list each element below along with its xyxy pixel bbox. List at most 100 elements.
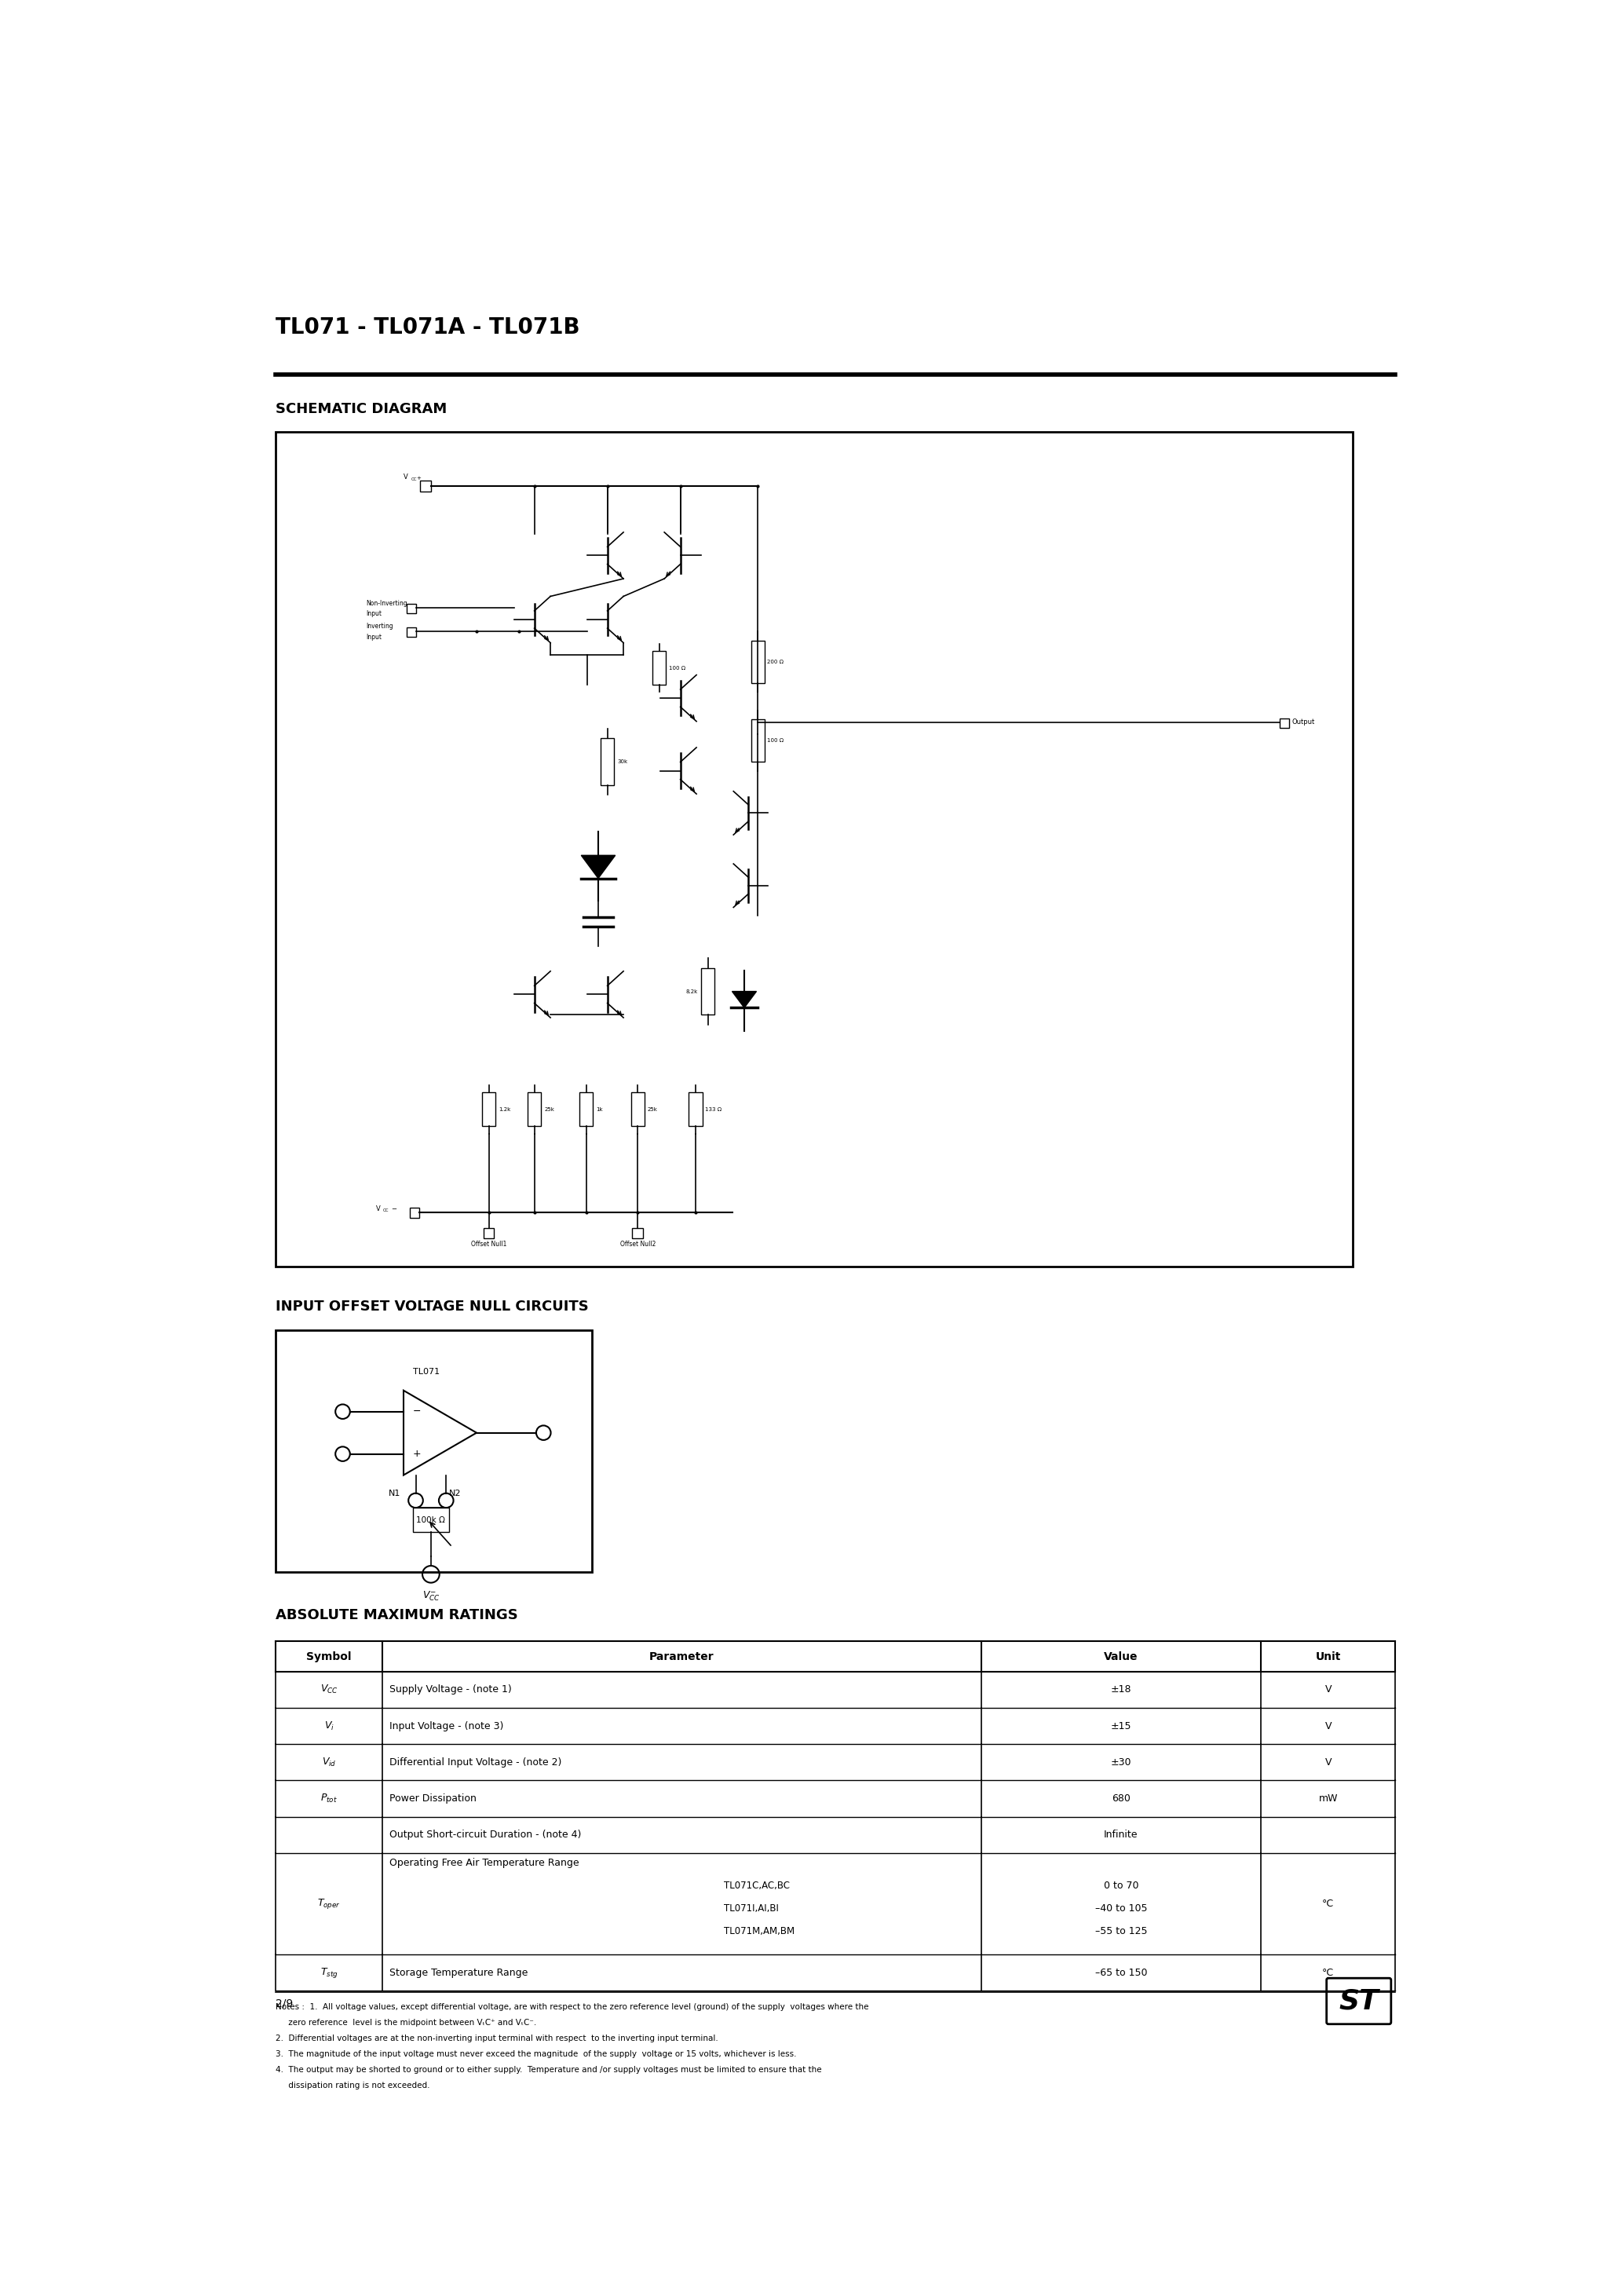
Text: Input Voltage - (note 3): Input Voltage - (note 3) bbox=[389, 1722, 503, 1731]
Text: –55 to 125: –55 to 125 bbox=[1095, 1926, 1147, 1936]
Text: Storage Temperature Range: Storage Temperature Range bbox=[389, 1968, 527, 1977]
Text: mW: mW bbox=[1319, 1793, 1338, 1805]
Text: V: V bbox=[1325, 1685, 1332, 1694]
Bar bbox=[600, 739, 615, 785]
Text: Supply Voltage - (note 1): Supply Voltage - (note 1) bbox=[389, 1685, 511, 1694]
Text: Output: Output bbox=[1291, 719, 1315, 726]
Text: TL071 - TL071A - TL071B: TL071 - TL071A - TL071B bbox=[276, 317, 581, 338]
Bar bbox=[751, 719, 764, 762]
Text: $T_{stg}$: $T_{stg}$ bbox=[320, 1965, 337, 1979]
Bar bbox=[652, 652, 665, 684]
Bar bbox=[407, 604, 417, 613]
Text: ABSOLUTE MAXIMUM RATINGS: ABSOLUTE MAXIMUM RATINGS bbox=[276, 1607, 517, 1623]
Bar bbox=[410, 1208, 420, 1217]
Text: Output Short-circuit Duration - (note 4): Output Short-circuit Duration - (note 4) bbox=[389, 1830, 581, 1839]
Text: Value: Value bbox=[1105, 1651, 1139, 1662]
Polygon shape bbox=[581, 856, 615, 879]
Polygon shape bbox=[732, 992, 756, 1008]
Bar bbox=[407, 627, 417, 636]
Text: Notes :  1.  All voltage values, except differential voltage, are with respect t: Notes : 1. All voltage values, except di… bbox=[276, 2002, 869, 2011]
Text: TL071C,AC,BC: TL071C,AC,BC bbox=[723, 1880, 790, 1892]
Text: dissipation rating is not exceeded.: dissipation rating is not exceeded. bbox=[276, 2082, 430, 2089]
Text: –65 to 150: –65 to 150 bbox=[1095, 1968, 1147, 1977]
Bar bbox=[633, 1228, 644, 1238]
Text: $T_{oper}$: $T_{oper}$ bbox=[318, 1896, 341, 1910]
Text: 133 Ω: 133 Ω bbox=[706, 1107, 722, 1111]
Text: $P_{tot}$: $P_{tot}$ bbox=[320, 1793, 337, 1805]
Text: Inverting: Inverting bbox=[367, 622, 393, 629]
Text: 25k: 25k bbox=[543, 1107, 555, 1111]
Text: °C: °C bbox=[1322, 1899, 1333, 1908]
Text: +: + bbox=[417, 475, 422, 480]
Text: 200 Ω: 200 Ω bbox=[767, 659, 783, 664]
Bar bbox=[276, 432, 1353, 1267]
Text: V: V bbox=[1325, 1756, 1332, 1768]
Text: 680: 680 bbox=[1111, 1793, 1131, 1805]
Text: Input: Input bbox=[367, 611, 381, 618]
Bar bbox=[689, 1093, 702, 1127]
Bar bbox=[1280, 719, 1289, 728]
Bar bbox=[579, 1093, 592, 1127]
Bar bbox=[482, 1093, 495, 1127]
Text: 8.2k: 8.2k bbox=[686, 990, 697, 994]
Text: +: + bbox=[412, 1449, 422, 1458]
Text: Non-Inverting: Non-Inverting bbox=[367, 599, 407, 606]
Text: Operating Free Air Temperature Range: Operating Free Air Temperature Range bbox=[389, 1857, 579, 1869]
FancyBboxPatch shape bbox=[1327, 1979, 1392, 2025]
Text: Input: Input bbox=[367, 634, 381, 641]
Text: Offset Null2: Offset Null2 bbox=[620, 1240, 655, 1247]
Text: SCHEMATIC DIAGRAM: SCHEMATIC DIAGRAM bbox=[276, 402, 448, 416]
Text: $V_{id}$: $V_{id}$ bbox=[321, 1756, 336, 1768]
Text: N1: N1 bbox=[388, 1490, 401, 1497]
Text: Offset Null1: Offset Null1 bbox=[470, 1240, 506, 1247]
Text: 2/9: 2/9 bbox=[276, 1998, 294, 2009]
Text: 1k: 1k bbox=[595, 1107, 603, 1111]
Text: TL071: TL071 bbox=[412, 1368, 440, 1375]
Text: Unit: Unit bbox=[1315, 1651, 1341, 1662]
Text: CC: CC bbox=[383, 1208, 389, 1212]
Text: ±18: ±18 bbox=[1111, 1685, 1132, 1694]
Text: –40 to 105: –40 to 105 bbox=[1095, 1903, 1147, 1913]
Text: Differential Input Voltage - (note 2): Differential Input Voltage - (note 2) bbox=[389, 1756, 561, 1768]
Bar bbox=[527, 1093, 542, 1127]
Text: 1.2k: 1.2k bbox=[498, 1107, 511, 1111]
Text: CC: CC bbox=[410, 478, 417, 482]
Text: −: − bbox=[391, 1205, 397, 1212]
Text: ±15: ±15 bbox=[1111, 1722, 1132, 1731]
Text: zero reference  level is the midpoint between VₜC⁺ and VₜC⁻.: zero reference level is the midpoint bet… bbox=[276, 2018, 537, 2027]
Text: 2.  Differential voltages are at the non-inverting input terminal with respect  : 2. Differential voltages are at the non-… bbox=[276, 2034, 719, 2041]
Text: $V_{CC}$: $V_{CC}$ bbox=[320, 1683, 337, 1697]
Text: N2: N2 bbox=[449, 1490, 461, 1497]
Bar bbox=[276, 1329, 592, 1573]
Text: V: V bbox=[404, 473, 409, 480]
Bar bbox=[412, 1508, 449, 1531]
Text: INPUT OFFSET VOLTAGE NULL CIRCUITS: INPUT OFFSET VOLTAGE NULL CIRCUITS bbox=[276, 1300, 589, 1313]
Bar bbox=[631, 1093, 644, 1127]
Text: Symbol: Symbol bbox=[307, 1651, 352, 1662]
Text: 100 Ω: 100 Ω bbox=[668, 666, 686, 670]
Text: Power Dissipation: Power Dissipation bbox=[389, 1793, 477, 1805]
Text: ±30: ±30 bbox=[1111, 1756, 1132, 1768]
Bar bbox=[751, 641, 764, 682]
Text: V: V bbox=[1325, 1722, 1332, 1731]
Text: 4.  The output may be shorted to ground or to either supply.  Temperature and /o: 4. The output may be shorted to ground o… bbox=[276, 2066, 822, 2073]
Text: °C: °C bbox=[1322, 1968, 1333, 1977]
Text: 3.  The magnitude of the input voltage must never exceed the magnitude  of the s: 3. The magnitude of the input voltage mu… bbox=[276, 2050, 796, 2057]
Bar bbox=[701, 969, 714, 1015]
Bar bbox=[420, 480, 431, 491]
Text: 0 to 70: 0 to 70 bbox=[1103, 1880, 1139, 1892]
Text: $V_i$: $V_i$ bbox=[324, 1720, 334, 1731]
Bar bbox=[483, 1228, 495, 1238]
Text: ST: ST bbox=[1338, 1988, 1379, 2014]
Text: TL071M,AM,BM: TL071M,AM,BM bbox=[723, 1926, 795, 1936]
Text: 100k Ω: 100k Ω bbox=[417, 1515, 446, 1525]
Text: Infinite: Infinite bbox=[1105, 1830, 1139, 1839]
Text: 100 Ω: 100 Ω bbox=[767, 737, 783, 744]
Text: 30k: 30k bbox=[616, 760, 628, 765]
Text: $V_{CC}^{-}$: $V_{CC}^{-}$ bbox=[422, 1589, 440, 1603]
Text: TL071I,AI,BI: TL071I,AI,BI bbox=[723, 1903, 779, 1913]
Text: V: V bbox=[376, 1205, 381, 1212]
Text: Parameter: Parameter bbox=[649, 1651, 714, 1662]
Text: −: − bbox=[412, 1407, 420, 1417]
Text: 25k: 25k bbox=[647, 1107, 657, 1111]
